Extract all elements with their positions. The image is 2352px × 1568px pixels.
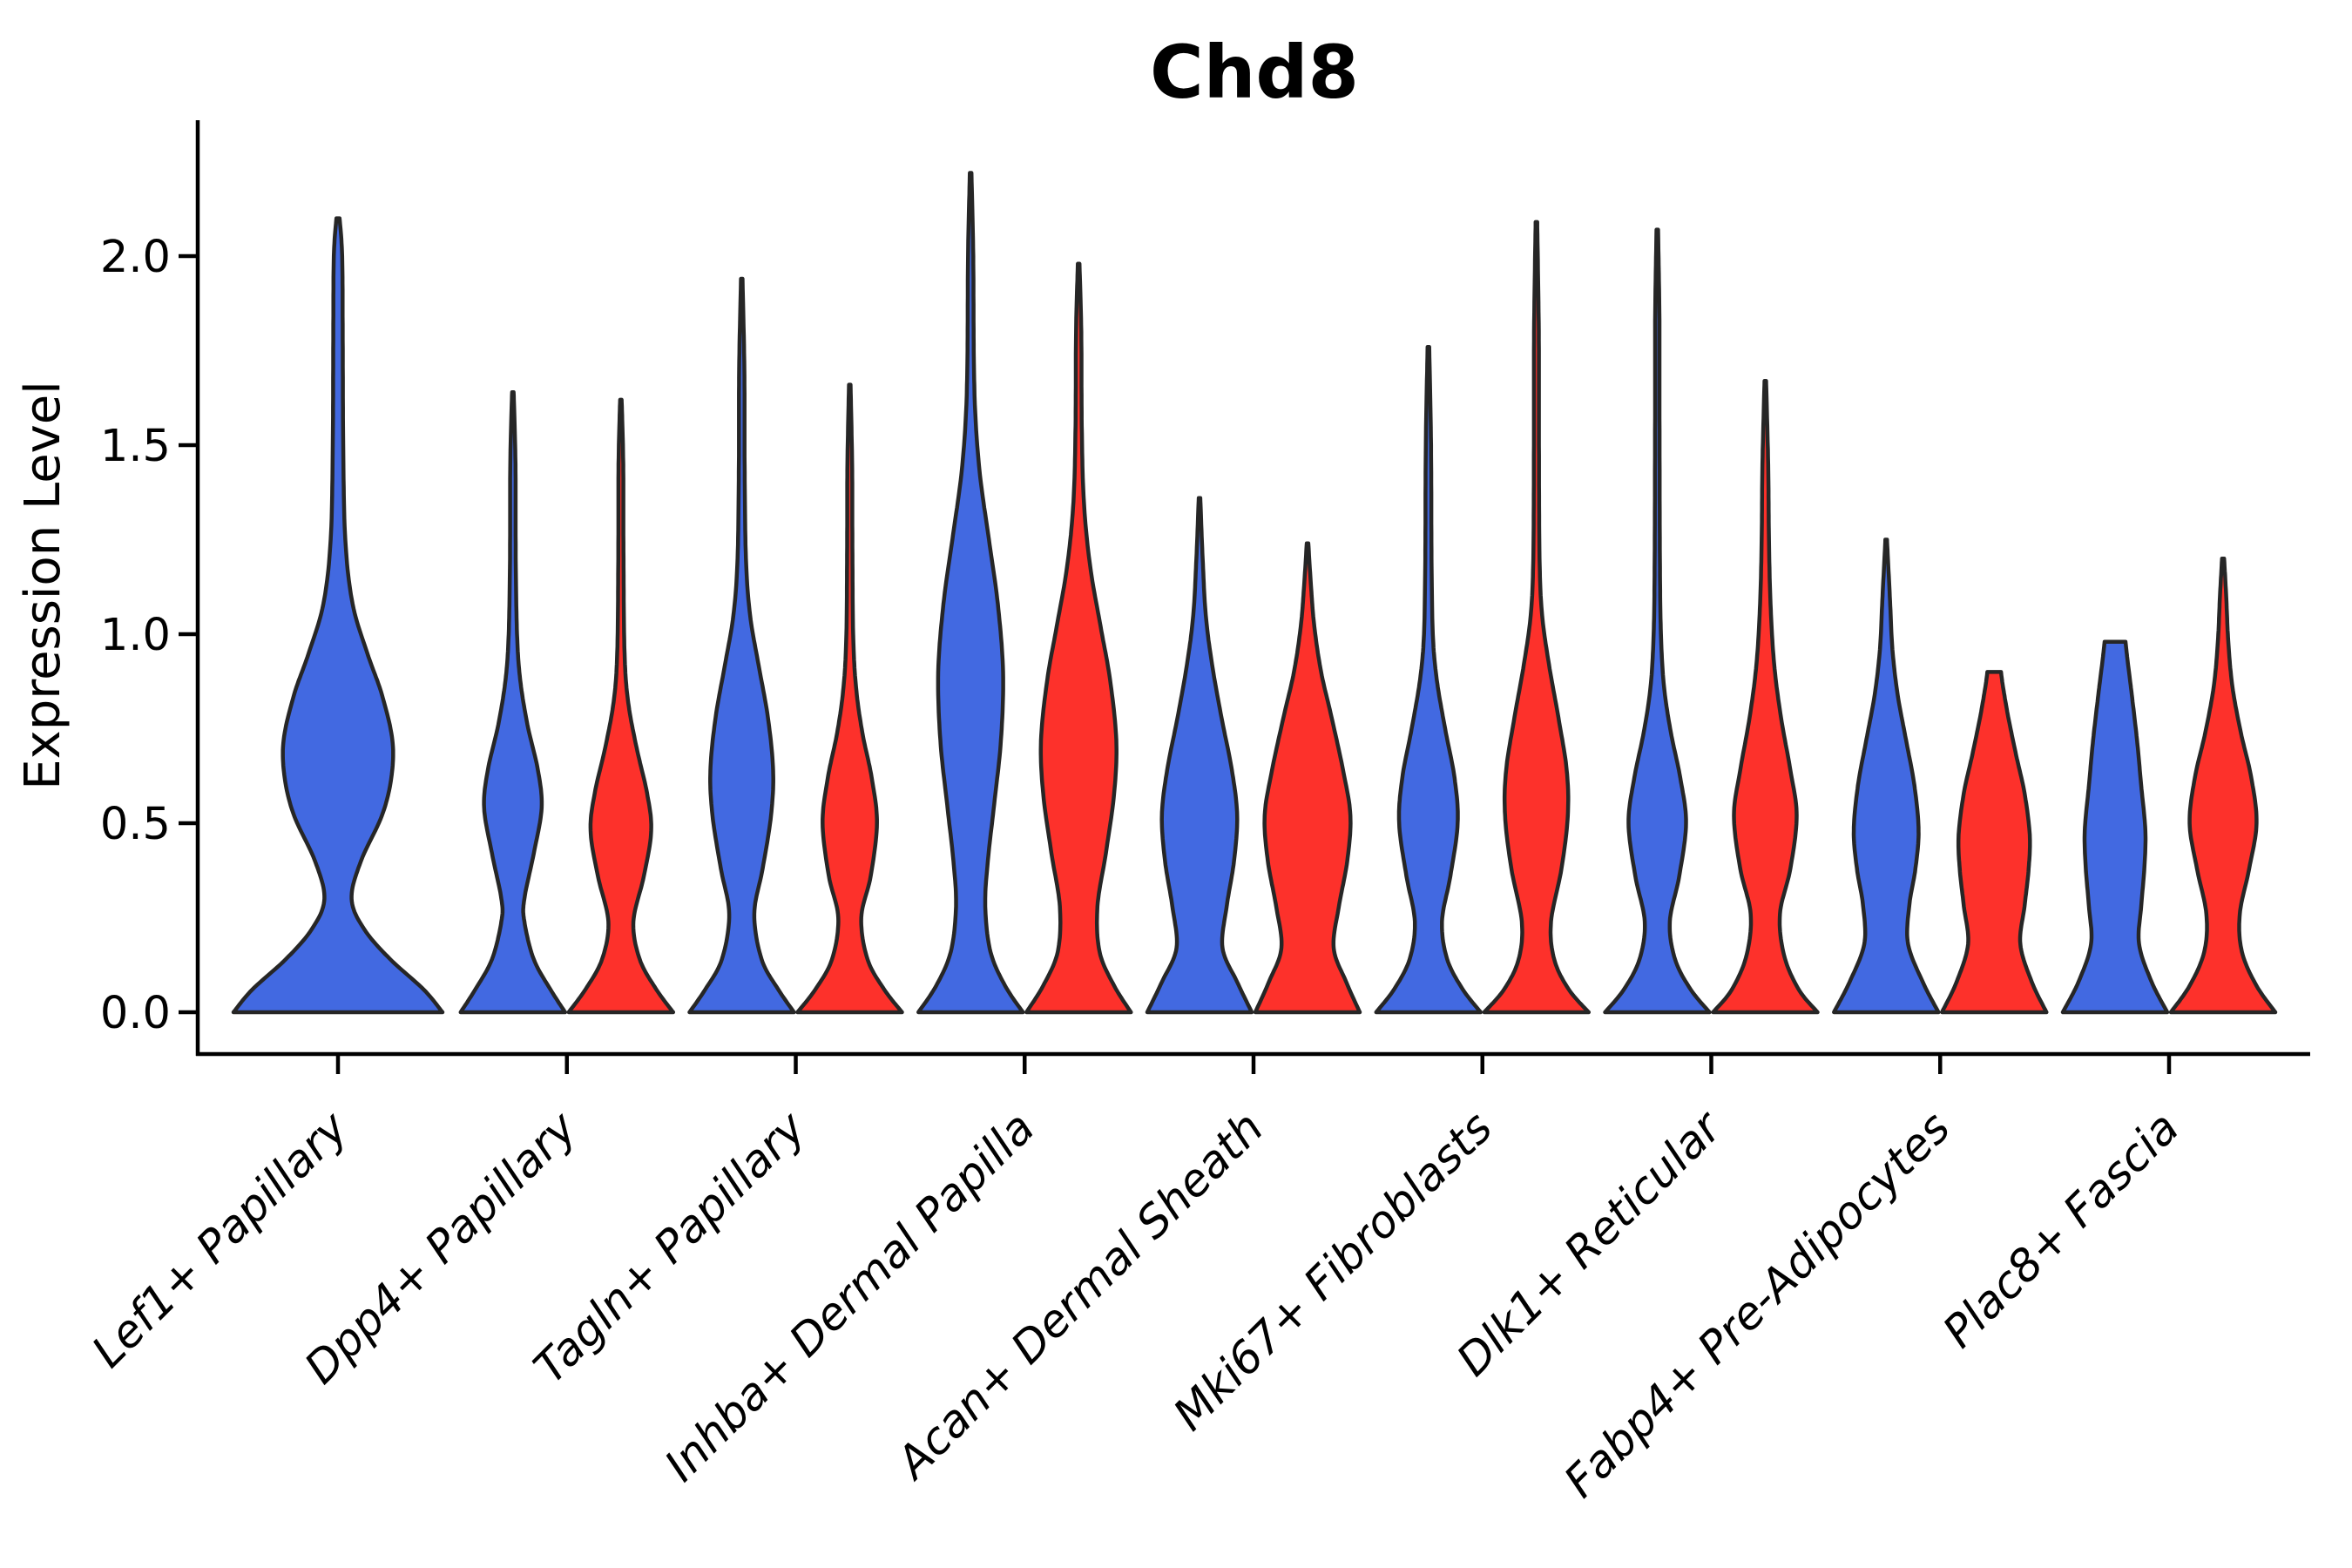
x-tick-label: Acan+ Dermal Sheath [886, 1102, 1274, 1490]
violin-mki67-fibroblasts-red [1482, 220, 1592, 1015]
violin-inhba-dermal-papilla-blue [916, 171, 1025, 1015]
violin-dlk1-reticular-blue [1603, 227, 1712, 1015]
y-tick-label: 0.0 [100, 988, 171, 1039]
violin-dpp4-papillary-red [566, 397, 676, 1015]
violin-plac8-fascia-red [2168, 556, 2278, 1015]
x-tick-label: Fabp4+ Pre-Adipocytes [1555, 1102, 1961, 1508]
violin-fabp4-pre-adipocytes-red [1940, 670, 2049, 1015]
violin-acan-dermal-sheath-blue [1145, 496, 1254, 1015]
y-tick-label: 1.5 [100, 421, 171, 472]
violin-tagln-papillary-blue [687, 276, 796, 1015]
violin-mki67-fibroblasts-blue [1374, 344, 1484, 1015]
chart-title: Chd8 [1150, 30, 1359, 115]
violin-plac8-fascia-blue [2060, 639, 2170, 1015]
x-tick-label: Inhba+ Dermal Papilla [655, 1102, 1044, 1491]
violin-dlk1-reticular-red [1711, 378, 1820, 1015]
x-tick-label: Plac8+ Fascia [1934, 1102, 2190, 1358]
y-tick-label: 0.5 [100, 799, 171, 850]
y-tick-label: 2.0 [100, 232, 171, 283]
violin-dpp4-papillary-blue [458, 389, 568, 1015]
violin-tagln-papillary-red [795, 382, 904, 1015]
violin-acan-dermal-sheath-red [1253, 541, 1362, 1015]
y-axis-label: Expression Level [15, 381, 71, 790]
violin-lef1-papillary-blue [231, 216, 445, 1015]
violin-inhba-dermal-papilla-red [1024, 261, 1133, 1015]
violin-layer [231, 171, 2278, 1015]
violin-fabp4-pre-adipocytes-blue [1832, 537, 1941, 1015]
y-tick-label: 1.0 [100, 610, 171, 661]
